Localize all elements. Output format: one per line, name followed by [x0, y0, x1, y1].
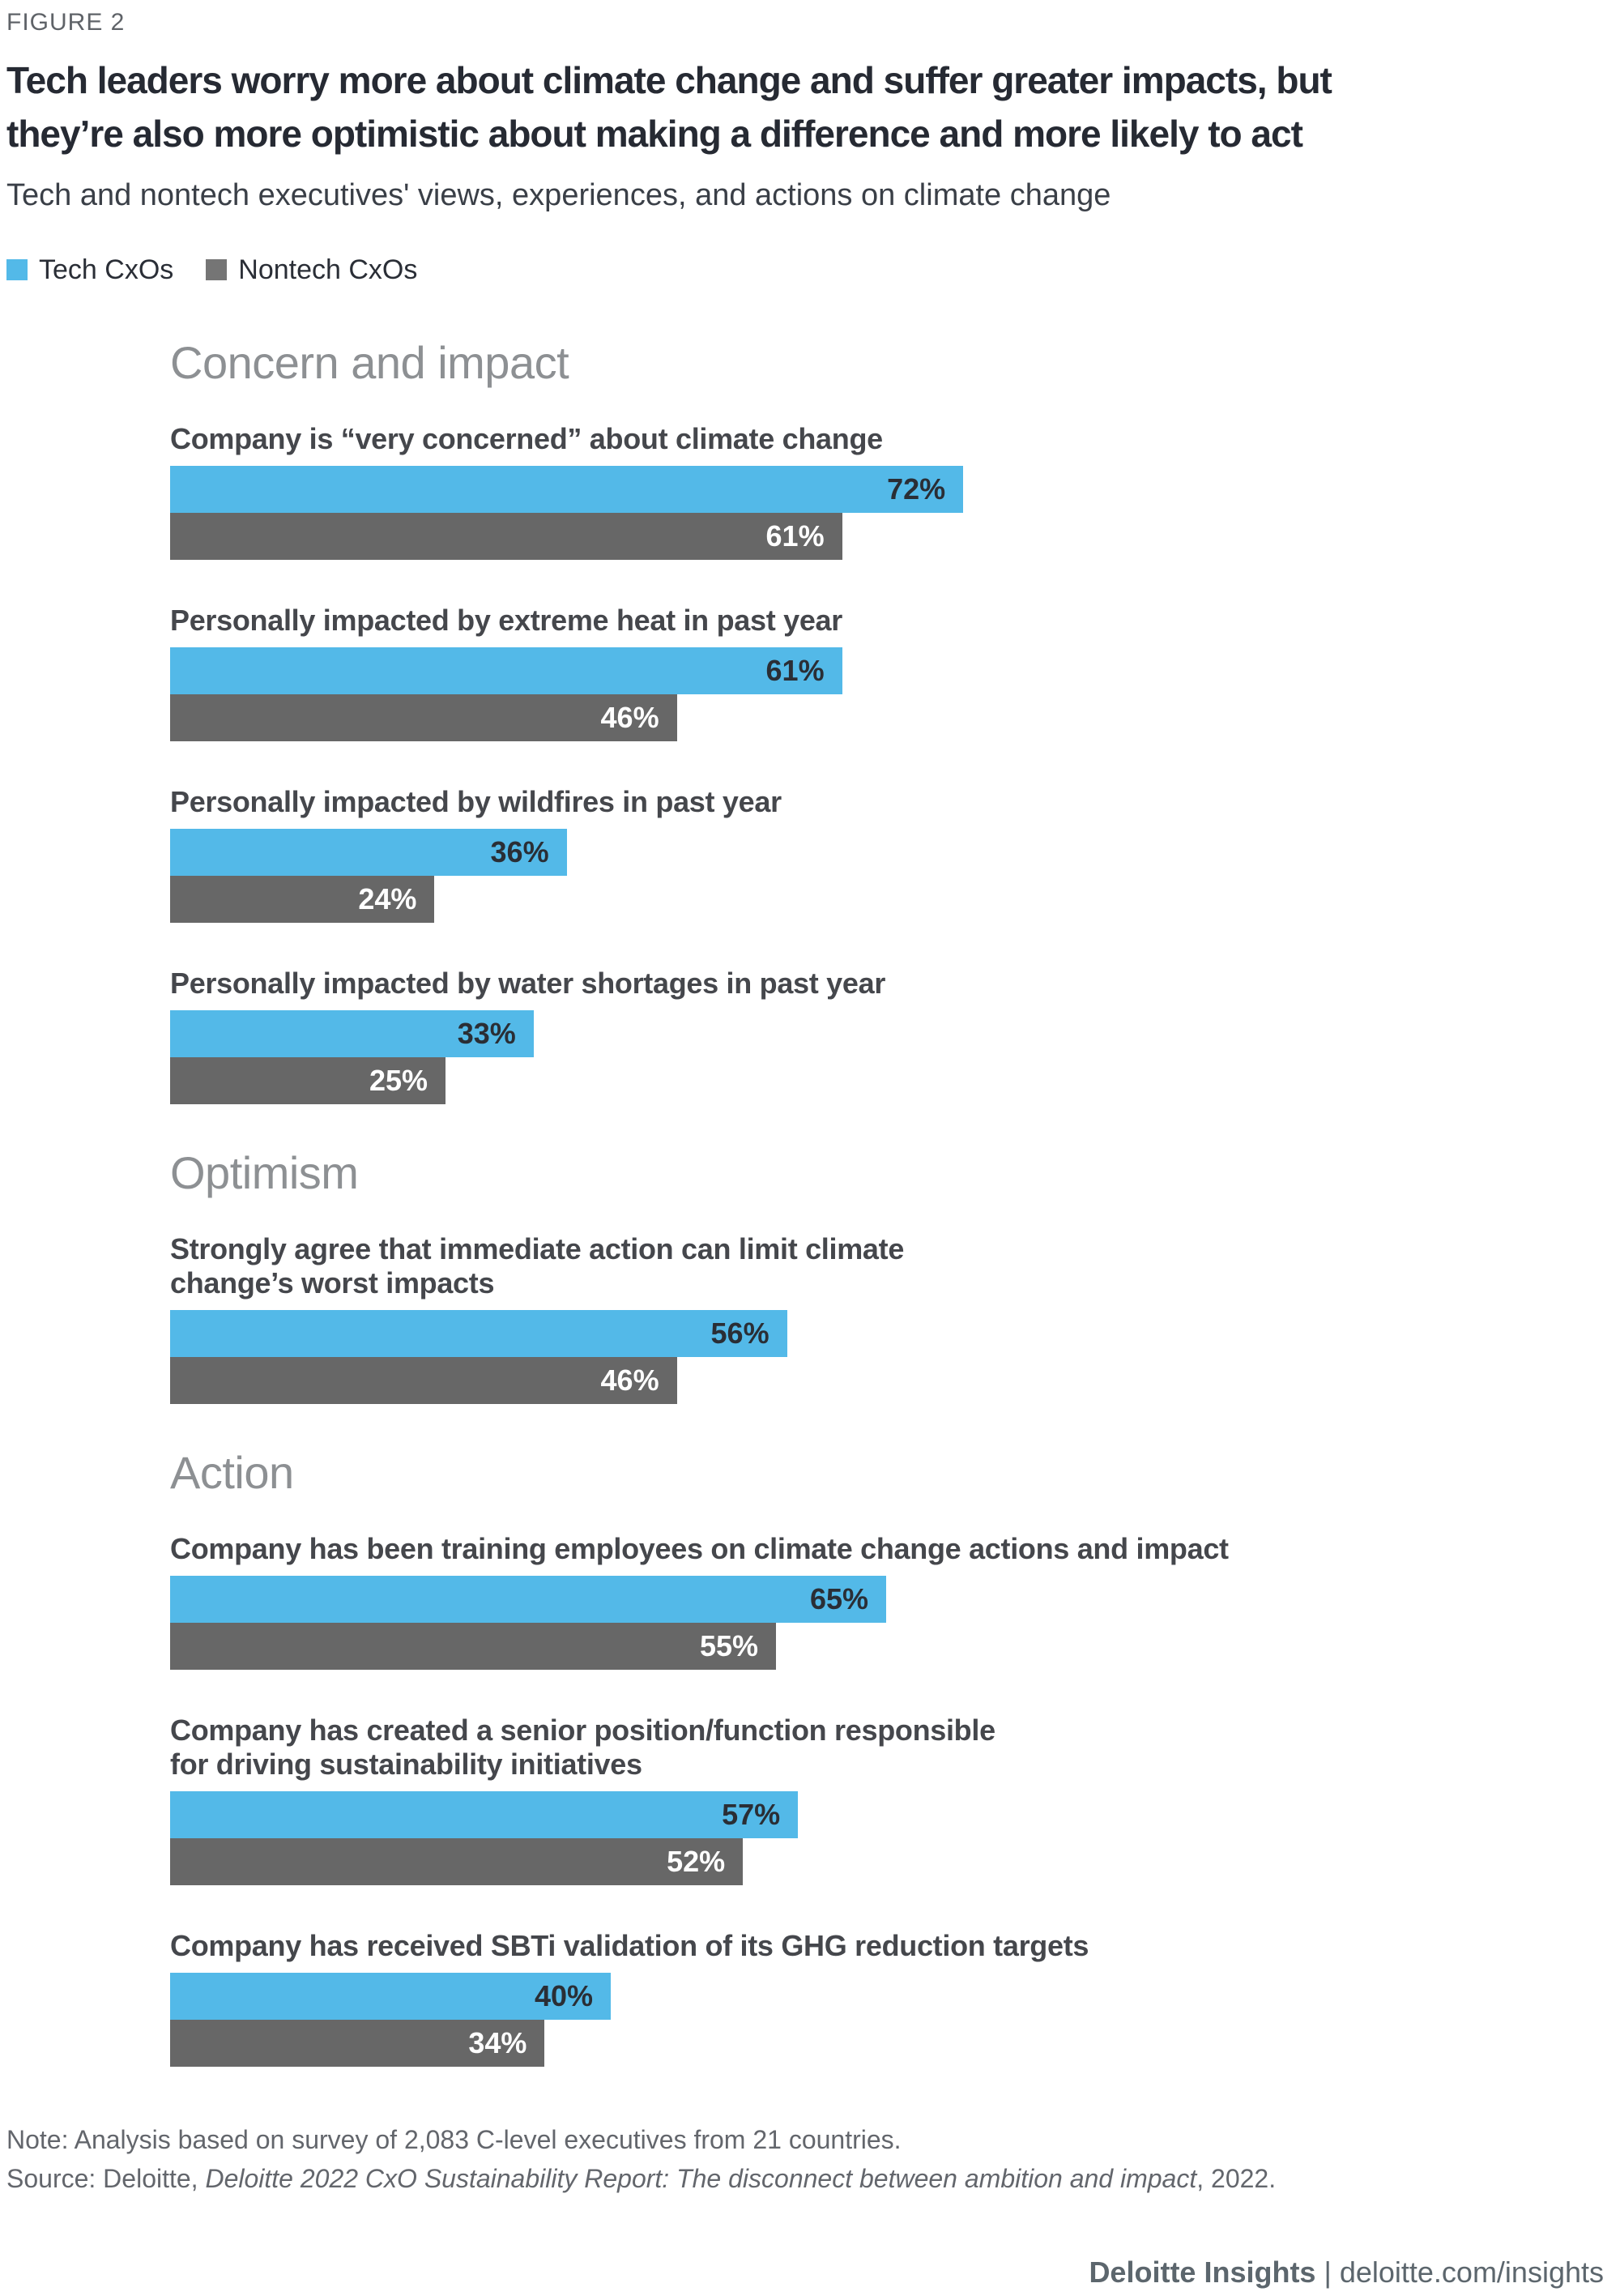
figure-number-label: FIGURE 2 — [6, 9, 126, 36]
source-report-title: Deloitte 2022 CxO Sustainability Report:… — [205, 2164, 1197, 2193]
nontech-bar-value-label: 24% — [358, 882, 417, 915]
nontech-bar: 24% — [170, 876, 435, 923]
tech-bar-value-label: 56% — [710, 1317, 770, 1350]
nontech-bar: 34% — [170, 2020, 545, 2067]
nontech-bar: 52% — [170, 1838, 744, 1885]
tech-bar: 40% — [170, 1973, 611, 2020]
bar-group-label: Company has created a senior position/fu… — [170, 1713, 995, 1781]
section-heading: Action — [170, 1447, 294, 1498]
bar-group: Company is “very concerned” about climat… — [170, 422, 1620, 560]
chart-section: Concern and impact Company is “very conce… — [170, 338, 1620, 1104]
brand-separator: | — [1315, 2255, 1340, 2289]
nontech-bar: 55% — [170, 1623, 776, 1670]
legend-label-tech: Tech CxOs — [39, 254, 174, 285]
bar-group-label: Personally impacted by wildfires in past… — [170, 785, 782, 818]
nontech-bar: 61% — [170, 513, 842, 560]
bar-group: Company has created a senior position/fu… — [170, 1713, 1620, 1885]
bar-group: Personally impacted by water shortages i… — [170, 967, 1620, 1104]
section-heading: Concern and impact — [170, 337, 569, 388]
tech-bar: 61% — [170, 647, 842, 694]
brand-name: Deloitte Insights — [1089, 2255, 1316, 2289]
source-prefix: Source: Deloitte, — [6, 2164, 206, 2193]
tech-bar-value-label: 72% — [887, 472, 946, 506]
note-text: Note: Analysis based on survey of 2,083 … — [6, 2125, 902, 2154]
chart-section: Optimism Strongly agree that immediate ac… — [170, 1148, 1620, 1404]
tech-bar-value-label: 61% — [765, 654, 825, 687]
bar-group: Strongly agree that immediate action can… — [170, 1232, 1620, 1404]
bar-group: Company has been training employees on c… — [170, 1532, 1620, 1670]
bar-group-label: Strongly agree that immediate action can… — [170, 1232, 905, 1300]
bar-group-label: Company is “very concerned” about climat… — [170, 422, 883, 455]
nontech-bar-value-label: 34% — [468, 2026, 527, 2059]
nontech-swatch-icon — [206, 259, 228, 280]
source-suffix: , 2022. — [1196, 2164, 1277, 2193]
figure-footer: Note: Analysis based on survey of 2,083 … — [0, 2123, 1620, 2289]
tech-bar-value-label: 36% — [490, 835, 549, 868]
legend: Tech CxOs Nontech CxOs — [6, 256, 1604, 284]
section-heading: Optimism — [170, 1147, 359, 1198]
tech-bar: 65% — [170, 1576, 886, 1623]
bar-group-label: Company has been training employees on c… — [170, 1532, 1229, 1565]
nontech-bar: 25% — [170, 1057, 446, 1104]
tech-bar: 72% — [170, 466, 964, 513]
nontech-bar-value-label: 61% — [765, 519, 825, 553]
nontech-bar-value-label: 25% — [369, 1064, 428, 1097]
tech-bar-value-label: 40% — [534, 1979, 593, 2012]
tech-bar: 57% — [170, 1791, 799, 1838]
bar-group-label: Company has received SBTi validation of … — [170, 1929, 1089, 1962]
nontech-bar-value-label: 52% — [667, 1845, 726, 1878]
nontech-bar-value-label: 46% — [600, 701, 659, 734]
tech-bar-value-label: 65% — [809, 1582, 868, 1615]
nontech-bar-value-label: 46% — [600, 1364, 659, 1397]
brand-url: deloitte.com/insights — [1339, 2255, 1604, 2289]
bar-group-label: Personally impacted by water shortages i… — [170, 967, 886, 1000]
tech-swatch-icon — [6, 259, 28, 280]
bar-group: Company has received SBTi validation of … — [170, 1929, 1620, 2067]
chart: Concern and impact Company is “very conce… — [170, 338, 1620, 2067]
tech-bar-value-label: 33% — [457, 1017, 516, 1050]
figure-title: Tech leaders worry more about climate ch… — [6, 59, 1332, 155]
tech-bar: 33% — [170, 1010, 534, 1057]
tech-bar: 56% — [170, 1310, 787, 1357]
source-text: Source: Deloitte, Deloitte 2022 CxO Sust… — [6, 2162, 1604, 2195]
legend-entry-tech: Tech CxOs — [6, 256, 173, 284]
legend-label-nontech: Nontech CxOs — [238, 254, 418, 285]
brand-footer: Deloitte Insights | deloitte.com/insight… — [6, 2256, 1604, 2289]
figure-subtitle: Tech and nontech executives' views, expe… — [6, 178, 1111, 212]
nontech-bar: 46% — [170, 694, 677, 741]
nontech-bar: 46% — [170, 1357, 677, 1404]
tech-bar-value-label: 57% — [722, 1798, 781, 1831]
tech-bar: 36% — [170, 829, 567, 876]
bar-group: Personally impacted by wildfires in past… — [170, 785, 1620, 923]
nontech-bar-value-label: 55% — [699, 1629, 758, 1662]
chart-section: Action Company has been training employee… — [170, 1448, 1620, 2067]
bar-group: Personally impacted by extreme heat in p… — [170, 604, 1620, 741]
figure-header: FIGURE 2 Tech leaders worry more about c… — [0, 0, 1620, 284]
legend-entry-nontech: Nontech CxOs — [206, 256, 417, 284]
bar-group-label: Personally impacted by extreme heat in p… — [170, 604, 842, 637]
